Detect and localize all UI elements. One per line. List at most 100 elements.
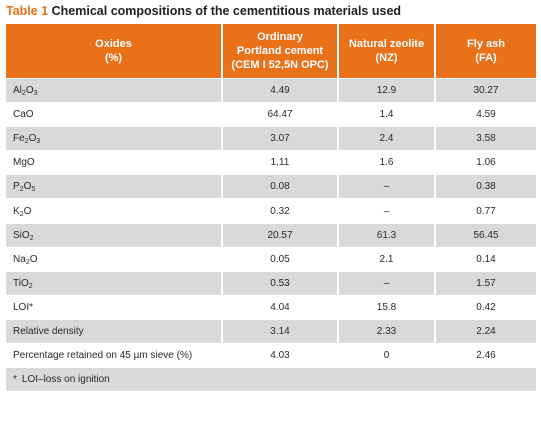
name-part: Percentage retained on 45 µm sieve (%) [13, 350, 193, 362]
value-opc: 0.05 [222, 246, 339, 272]
table-row: Relative density 3.14 2.33 2.24 [6, 318, 536, 344]
name-sub: 2 [25, 258, 30, 266]
oxide-name: K2O [6, 198, 223, 224]
header-line: (FA) [475, 52, 497, 64]
name-part: P [13, 181, 20, 193]
name-sub: 2 [19, 210, 24, 218]
value-opc: 1.11 [222, 150, 339, 175]
value-opc: 0.08 [222, 174, 339, 199]
value-opc: 20.57 [222, 222, 339, 248]
value-fa: 2.46 [435, 343, 536, 368]
composition-table: Oxides (%) Ordinary Portland cement (CEM… [6, 24, 536, 392]
table-row: LOI* 4.04 15.8 0.42 [6, 294, 536, 320]
value-fa: 2.24 [435, 318, 536, 344]
table-row: P2O5 0.08 – 0.38 [6, 174, 536, 199]
name-sub: 2 [19, 186, 24, 194]
value-fa: 0.38 [435, 174, 536, 199]
table-row: Na2O 0.05 2.1 0.14 [6, 246, 536, 272]
table-row: SiO2 20.57 61.3 56.45 [6, 222, 536, 248]
name-part: Al [13, 85, 22, 97]
header-nz: Natural zeolite (NZ) [338, 24, 436, 79]
name-part: O [23, 205, 32, 217]
header-line: (%) [104, 52, 123, 64]
name-part: Relative density [13, 325, 84, 337]
oxide-name: MgO [6, 150, 223, 175]
value-fa: 0.14 [435, 246, 536, 272]
header-row: Oxides (%) Ordinary Portland cement (CEM… [6, 24, 536, 79]
value-nz: 2.4 [338, 126, 436, 151]
table-row: Fe2O3 3.07 2.4 3.58 [6, 126, 536, 151]
table-row: CaO 64.47 1.4 4.59 [6, 102, 536, 127]
name-part: Fe [13, 133, 25, 145]
name-part: LOI* [13, 301, 34, 313]
name-part: O [25, 85, 34, 97]
header-line: (NZ) [375, 52, 398, 64]
table-row: TiO2 0.53 – 1.57 [6, 270, 536, 296]
oxide-name: CaO [6, 102, 223, 127]
name-part: TiO [13, 277, 29, 289]
oxide-name: TiO2 [6, 270, 223, 296]
name-part: Na [13, 253, 26, 265]
table-row: MgO 1.11 1.6 1.06 [6, 150, 536, 175]
name-sub: 2 [21, 90, 26, 98]
name-sub: 5 [31, 186, 36, 194]
name-part: K [13, 205, 20, 217]
header-oxides: Oxides (%) [6, 24, 223, 79]
oxide-name: Percentage retained on 45 µm sieve (%) [6, 343, 223, 368]
value-opc: 64.47 [222, 102, 339, 127]
table-caption: Table 1 Chemical compositions of the cem… [6, 4, 401, 18]
name-sub: 2 [28, 282, 33, 290]
value-opc: 4.03 [222, 343, 339, 368]
value-opc: 3.14 [222, 318, 339, 344]
name-sub: 3 [33, 90, 38, 98]
footnote-marker: * [13, 374, 17, 386]
value-fa: 0.42 [435, 294, 536, 320]
footnote-text: LOI–loss on ignition [21, 374, 110, 386]
value-nz: 1.4 [338, 102, 436, 127]
name-sub: 2 [24, 138, 29, 146]
value-fa: 4.59 [435, 102, 536, 127]
name-sub: 2 [29, 234, 34, 242]
value-nz: 1.6 [338, 150, 436, 175]
header-line: Portland cement [236, 45, 324, 57]
name-part: CaO [13, 109, 34, 121]
oxide-name: LOI* [6, 294, 223, 320]
value-nz: – [338, 174, 436, 199]
value-opc: 0.53 [222, 270, 339, 296]
oxide-name: Relative density [6, 318, 223, 344]
oxide-name: P2O5 [6, 174, 223, 199]
table-row: K2O 0.32 – 0.77 [6, 198, 536, 224]
header-fa: Fly ash (FA) [435, 24, 536, 79]
oxide-name: Fe2O3 [6, 126, 223, 151]
header-line: Fly ash [467, 38, 505, 50]
value-nz: 2.33 [338, 318, 436, 344]
header-line: Natural zeolite [348, 38, 425, 50]
oxide-name: Al2O3 [6, 77, 223, 103]
value-nz: 12.9 [338, 77, 436, 103]
name-part: SiO [13, 229, 30, 241]
footnote-row: * LOI–loss on ignition [6, 367, 536, 392]
value-fa: 3.58 [435, 126, 536, 151]
table-number: Table 1 [6, 4, 49, 18]
value-nz: 61.3 [338, 222, 436, 248]
value-opc: 4.49 [222, 77, 339, 103]
value-fa: 0.77 [435, 198, 536, 224]
value-fa: 1.06 [435, 150, 536, 175]
header-line: (CEM I 52,5N OPC) [231, 59, 329, 71]
value-fa: 56.45 [435, 222, 536, 248]
value-nz: – [338, 270, 436, 296]
header-line: Ordinary [257, 31, 303, 43]
header-opc: Ordinary Portland cement (CEM I 52,5N OP… [222, 24, 339, 79]
value-nz: 15.8 [338, 294, 436, 320]
value-nz: 0 [338, 343, 436, 368]
name-sub: 3 [36, 138, 41, 146]
oxide-name: Na2O [6, 246, 223, 272]
value-nz: 2.1 [338, 246, 436, 272]
table-row: Al2O3 4.49 12.9 30.27 [6, 77, 536, 103]
name-part: O [29, 253, 38, 265]
name-part: O [23, 181, 32, 193]
value-opc: 3.07 [222, 126, 339, 151]
value-opc: 0.32 [222, 198, 339, 224]
name-part: MgO [13, 157, 35, 169]
table-title: Chemical compositions of the cementitiou… [51, 4, 402, 18]
